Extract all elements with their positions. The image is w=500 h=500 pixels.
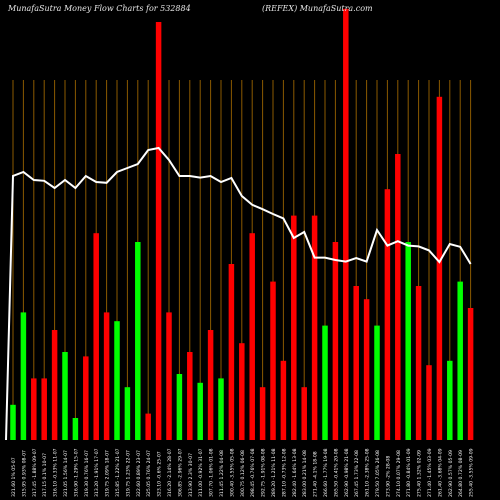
money-flow-bar	[145, 413, 151, 440]
x-tick-label: 300.40 -3.55% 05-08	[229, 448, 235, 497]
x-tick-label: 315.85 -1.22% 21-07	[115, 448, 121, 497]
money-flow-bar	[124, 387, 131, 440]
chart-title-right: (REFEX) MunafaSutra.com	[262, 4, 373, 13]
money-flow-bar	[457, 281, 463, 440]
x-tick-label: 323.10 -0.6% 25-07	[157, 451, 163, 497]
x-tick-label: 317.15 0.1% 10-07	[42, 453, 48, 497]
money-flow-bar	[93, 233, 99, 440]
x-tick-label: 316.10 -0.33% 11-07	[53, 448, 59, 497]
money-flow-bar	[51, 330, 58, 440]
x-tick-label: 311.00 -0.92% 31-07	[198, 448, 204, 497]
money-flow-bar	[103, 312, 110, 440]
x-tick-label: 271.80 -0.84% 01-09	[406, 448, 412, 497]
x-tick-label: 316.90 -1.29% 15-07	[73, 448, 79, 497]
money-flow-bar	[155, 22, 162, 440]
money-flow-bar	[135, 242, 141, 440]
money-flow-bar	[31, 378, 37, 440]
x-tick-label: 319.75 1.23% 22-07	[125, 450, 131, 497]
money-flow-bar	[218, 378, 224, 440]
x-tick-label: 255.40 -3.55% 09-09	[469, 448, 475, 497]
money-flow-bar	[114, 321, 120, 440]
money-flow-bar	[249, 233, 255, 440]
money-flow-bar	[447, 360, 453, 440]
money-flow-bar	[301, 387, 307, 440]
x-tick-label: 279.50 7.05% 26-08	[375, 450, 381, 497]
x-tick-label: 319.30 0.76% 16-07	[84, 450, 90, 497]
money-flow-bar	[20, 312, 27, 440]
x-tick-label: 292.75 -1.91% 08-08	[261, 448, 267, 497]
money-flow-bar	[207, 330, 214, 440]
x-tick-label: 289.20 -1.21% 11-08	[271, 448, 277, 497]
money-flow-bar	[280, 360, 287, 440]
money-flow-bar	[467, 308, 474, 440]
money-flow-bar	[436, 96, 443, 441]
chart-title-left: MunafaSutra Money Flow Charts for 532884	[8, 4, 191, 13]
money-flow-bar	[395, 154, 401, 440]
price-line	[5, 146, 472, 441]
money-flow-bar	[332, 242, 339, 440]
money-flow-bar	[176, 374, 183, 440]
money-flow-bar	[270, 281, 276, 440]
money-flow-bar	[166, 312, 172, 440]
money-flow-bar	[343, 8, 349, 441]
x-tick-label: 274.10 0.07% 29-08	[396, 450, 402, 497]
x-tick-label: 315.95 0.93% 08-07	[21, 450, 27, 497]
x-tick-label: 262.90 0.57% 05-09	[448, 450, 454, 497]
x-tick-label: 321.60 1% 05-07	[11, 457, 17, 497]
x-tick-label: 300.75 0.12% 06-08	[240, 450, 246, 497]
x-tick-label: 267.45 1.73% 22-08	[354, 450, 360, 497]
money-flow-bar	[259, 387, 266, 440]
money-flow-bar	[415, 286, 422, 440]
money-flow-bar	[228, 264, 235, 440]
money-flow-bar	[426, 365, 432, 440]
money-flow-bar	[311, 215, 318, 440]
x-tick-label: 283.00 0.21% 14-08	[302, 450, 308, 497]
x-tick-label: 261.10 -2.38% 25-08	[365, 448, 371, 497]
x-tick-label: 313.20 -1.91% 17-07	[94, 448, 100, 497]
money-flow-bar	[322, 325, 328, 440]
x-tick-label: 316.20 -2.14% 28-07	[167, 448, 173, 497]
x-tick-label: 271.40 -4.1% 18-08	[313, 451, 319, 497]
x-tick-label: 265.50 -0.41% 20-08	[333, 448, 339, 497]
x-tick-label: 262.90 -0.98% 21-08	[344, 448, 350, 497]
money-flow-bar	[405, 242, 411, 440]
x-tick-label: 282.40 -1.64% 13-08	[292, 448, 298, 497]
x-tick-label: 266.60 -1.77% 19-08	[323, 448, 329, 497]
money-flow-bar	[83, 356, 89, 440]
money-flow-bar	[10, 404, 16, 440]
money-flow-bar	[62, 352, 68, 440]
money-flow-bar	[187, 352, 193, 440]
x-tick-label: 313.90 2.3% 30-07	[188, 453, 194, 497]
x-tick-label: 275.40 1.32% 02-09	[417, 450, 423, 497]
money-flow-bar	[239, 343, 245, 440]
money-flow-bar	[41, 378, 47, 440]
x-tick-label: 261.40 -3.68% 04-09	[437, 448, 443, 497]
x-tick-label: 317.45 -1.88% 09-07	[32, 448, 38, 497]
x-tick-label: 273.90 -2% 28-08	[385, 456, 391, 497]
x-tick-label: 325.05 0.76% 24-07	[146, 450, 152, 497]
x-tick-labels: 321.60 1% 05-07 315.95 0.93% 08-07 317.45 …	[11, 448, 475, 497]
money-flow-bar	[197, 382, 203, 440]
money-flow-bar	[363, 299, 370, 440]
money-flow-bar	[374, 325, 380, 440]
x-tick-label: 319.75 2.09% 18-07	[105, 450, 111, 497]
money-flow-bar	[384, 189, 391, 440]
money-flow-bar	[72, 418, 79, 440]
x-tick-label: 307.70 -1.06% 01-08	[209, 448, 215, 497]
x-tick-label: 321.05 1.56% 14-07	[63, 450, 69, 497]
x-tick-label: 322.60 0.89% 23-07	[136, 450, 142, 497]
x-tick-label: 271.40 -1.45% 03-09	[427, 448, 433, 497]
x-tick-label: 311.45 1.22% 04-08	[219, 450, 225, 497]
x-tick-label: 306.85 -2.96% 29-07	[177, 448, 183, 497]
money-flow-bars	[10, 8, 474, 441]
x-tick-label: 287.10 -0.73% 12-08	[281, 448, 287, 497]
x-tick-label: 298.45 -0.76% 07-08	[250, 448, 256, 497]
money-flow-bar	[353, 286, 359, 440]
money-flow-bar	[291, 215, 297, 440]
x-tick-label: 264.80 0.72% 08-09	[458, 450, 464, 497]
